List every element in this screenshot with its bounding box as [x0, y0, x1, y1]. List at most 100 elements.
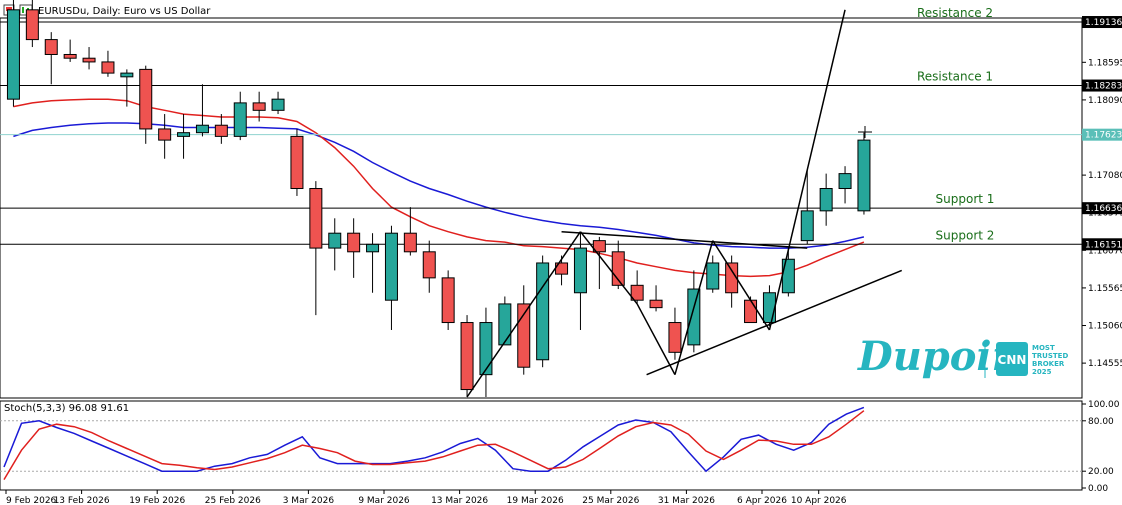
trendline[interactable] [646, 269, 903, 376]
stochastic-oscillator [3, 406, 865, 480]
candle[interactable] [592, 236, 606, 290]
tagline-line-2: TRUSTED [1032, 352, 1068, 360]
candle-body [649, 299, 663, 309]
candle[interactable] [687, 270, 701, 353]
candle[interactable] [44, 32, 58, 85]
y-tick-label: 1.14555 [1088, 359, 1122, 369]
candle[interactable] [290, 128, 304, 196]
candle[interactable] [403, 207, 417, 256]
candle[interactable] [214, 114, 228, 144]
stoch-tick-label: 20.00 [1088, 467, 1114, 477]
x-tick-label: 6 Apr 2026 [737, 496, 787, 505]
trendline[interactable] [768, 9, 846, 331]
candle-body [706, 262, 720, 290]
candle-body [498, 303, 512, 346]
stoch-main-line [3, 406, 865, 473]
candle[interactable] [63, 39, 77, 62]
candle-body [63, 53, 77, 59]
candle[interactable] [82, 47, 96, 70]
candle-body [101, 61, 115, 74]
candle[interactable] [819, 173, 833, 226]
candle[interactable] [6, 0, 20, 107]
candle-body [290, 135, 304, 190]
candle-body [6, 9, 20, 100]
candle-body [687, 288, 701, 346]
trendlines [466, 9, 903, 398]
y-tick-label: 1.17080 [1088, 171, 1122, 181]
current-price-box [1082, 128, 1122, 141]
candle[interactable] [498, 296, 512, 346]
candle[interactable] [101, 50, 115, 77]
candle[interactable] [857, 132, 871, 215]
candle[interactable] [328, 218, 342, 271]
candle-body [800, 210, 814, 242]
candle[interactable] [195, 84, 209, 137]
tagline-line-1: MOST [1032, 344, 1055, 352]
candle[interactable] [384, 225, 398, 330]
candle-body [25, 9, 39, 41]
level-price-box [1082, 79, 1122, 92]
candle[interactable] [649, 285, 663, 312]
trendline[interactable] [466, 231, 582, 398]
candle-body [838, 173, 852, 190]
trendline[interactable] [579, 231, 638, 305]
ma-fast-line [13, 98, 865, 278]
candle[interactable] [25, 0, 39, 48]
stoch-label: Stoch(5,3,3) 96.08 91.61 [4, 403, 129, 414]
trendline[interactable] [712, 240, 771, 331]
price-boxes: 1.19136 1.18283 1.16636 1.16151 1.17623 [1082, 16, 1122, 251]
candle[interactable] [158, 114, 172, 159]
candle[interactable] [441, 270, 455, 330]
candle[interactable] [271, 91, 285, 115]
x-tick-label: 9 Mar 2026 [358, 496, 410, 505]
brand-badge [996, 342, 1028, 376]
candle[interactable] [366, 233, 380, 293]
candle-body [441, 277, 455, 324]
candle[interactable] [252, 91, 266, 122]
candle[interactable] [479, 307, 493, 397]
stoch-tick-label: 80.00 [1088, 417, 1114, 427]
candle-body [195, 124, 209, 134]
candle[interactable] [706, 255, 720, 293]
candle[interactable] [120, 69, 134, 107]
candle[interactable] [460, 315, 474, 397]
candle[interactable] [630, 270, 644, 304]
brand-name: Dupoin [857, 333, 1021, 380]
level-label: Resistance 1 [917, 70, 993, 84]
brand-logo: Dupoin CNN MOST TRUSTED BROKER 2025 [857, 333, 1068, 380]
stoch-tick-label: 0.00 [1088, 484, 1108, 494]
x-tick-label: 25 Feb 2026 [205, 496, 261, 505]
trendline[interactable] [674, 240, 714, 375]
candle-body [460, 322, 474, 391]
moving-averages [13, 98, 865, 278]
candle[interactable] [573, 233, 587, 330]
candle[interactable] [536, 255, 550, 368]
candle-body [120, 72, 134, 78]
level-label: Support 2 [936, 228, 995, 242]
trendline[interactable] [636, 303, 676, 376]
y-tick-label: 1.15565 [1088, 284, 1122, 294]
candle[interactable] [139, 65, 153, 144]
candle[interactable] [309, 181, 323, 316]
level-price-box-text: 1.16636 [1085, 204, 1122, 214]
candle[interactable] [347, 218, 361, 278]
trendline[interactable] [561, 230, 808, 249]
chart-title: EURUSDu, Daily: Euro vs US Dollar [38, 6, 211, 17]
candle[interactable] [233, 91, 247, 141]
candle[interactable] [422, 240, 436, 293]
candle-body [252, 102, 266, 111]
candle[interactable] [177, 114, 191, 159]
candle-body [725, 262, 739, 294]
candle[interactable] [838, 166, 852, 204]
x-tick-label: 13 Mar 2026 [431, 496, 488, 505]
candle[interactable] [725, 255, 739, 308]
level-price-box-text: 1.19136 [1085, 18, 1122, 28]
candle[interactable] [800, 169, 814, 245]
candle-body [44, 39, 58, 55]
price-axis: 1.185951.180901.170801.165751.160701.155… [1082, 58, 1122, 494]
candle[interactable] [668, 307, 682, 360]
candle-body [536, 262, 550, 361]
stoch-tick-label: 100.00 [1088, 400, 1120, 410]
